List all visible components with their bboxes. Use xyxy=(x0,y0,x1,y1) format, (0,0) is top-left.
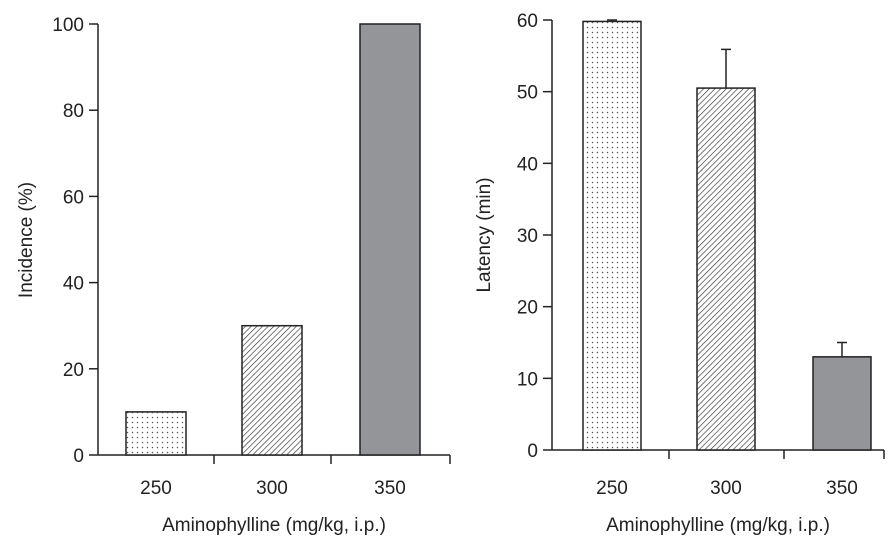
y-tick-label: 0 xyxy=(527,441,538,462)
y-tick-label: 20 xyxy=(517,298,538,319)
y-tick-label: 80 xyxy=(63,101,84,122)
y-tick-label: 40 xyxy=(517,154,538,175)
bar-300 xyxy=(696,87,756,451)
bar-350 xyxy=(359,23,421,456)
y-tick-label: 10 xyxy=(517,369,538,390)
y-axis-title: Incidence (%) xyxy=(16,182,37,298)
y-tick-label: 20 xyxy=(63,360,84,381)
bar-250 xyxy=(582,20,642,451)
x-tick-label: 350 xyxy=(374,478,406,499)
x-tick-label: 300 xyxy=(256,478,288,499)
latency-chart: 0 10 20 30 40 50 60 250 300 350 Aminophylline (m… xyxy=(474,11,885,536)
incidence-chart: 0 20 40 60 80 100 250 300 350 Aminophylline (mg… xyxy=(16,15,451,536)
y-tick-label: 30 xyxy=(517,226,538,247)
y-tick-label: 40 xyxy=(63,274,84,295)
x-axis-title: Aminophylline (mg/kg, i.p.) xyxy=(162,515,386,536)
x-tick-label: 250 xyxy=(596,478,628,499)
y-tick-label: 100 xyxy=(52,15,84,36)
y-tick-label: 60 xyxy=(517,11,538,32)
y-tick-label: 60 xyxy=(63,187,84,208)
x-tick-label: 350 xyxy=(826,478,858,499)
bar-250 xyxy=(125,411,187,456)
x-tick-label: 250 xyxy=(140,478,172,499)
y-axis-title: Latency (min) xyxy=(474,177,495,292)
y-tick-label: 50 xyxy=(517,83,538,104)
x-tick-label: 300 xyxy=(710,478,742,499)
bar-350 xyxy=(812,356,872,451)
x-axis-title: Aminophylline (mg/kg, i.p.) xyxy=(606,515,830,536)
bar-300 xyxy=(241,324,303,456)
y-tick-label: 0 xyxy=(73,446,84,467)
